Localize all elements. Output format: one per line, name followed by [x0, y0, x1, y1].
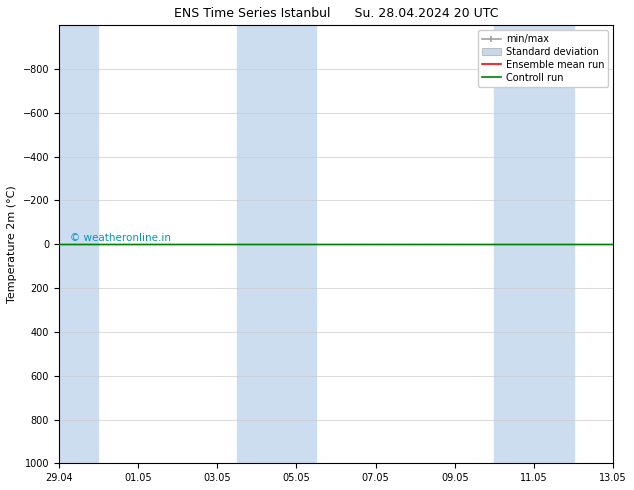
Bar: [59, 25, 98, 464]
Bar: [495, 25, 574, 464]
Title: ENS Time Series Istanbul      Su. 28.04.2024 20 UTC: ENS Time Series Istanbul Su. 28.04.2024 …: [174, 7, 498, 20]
Y-axis label: Temperature 2m (°C): Temperature 2m (°C): [7, 185, 17, 303]
Text: © weatheronline.in: © weatheronline.in: [70, 233, 171, 243]
Legend: min/max, Standard deviation, Ensemble mean run, Controll run: min/max, Standard deviation, Ensemble me…: [478, 30, 609, 87]
Bar: [237, 25, 316, 464]
